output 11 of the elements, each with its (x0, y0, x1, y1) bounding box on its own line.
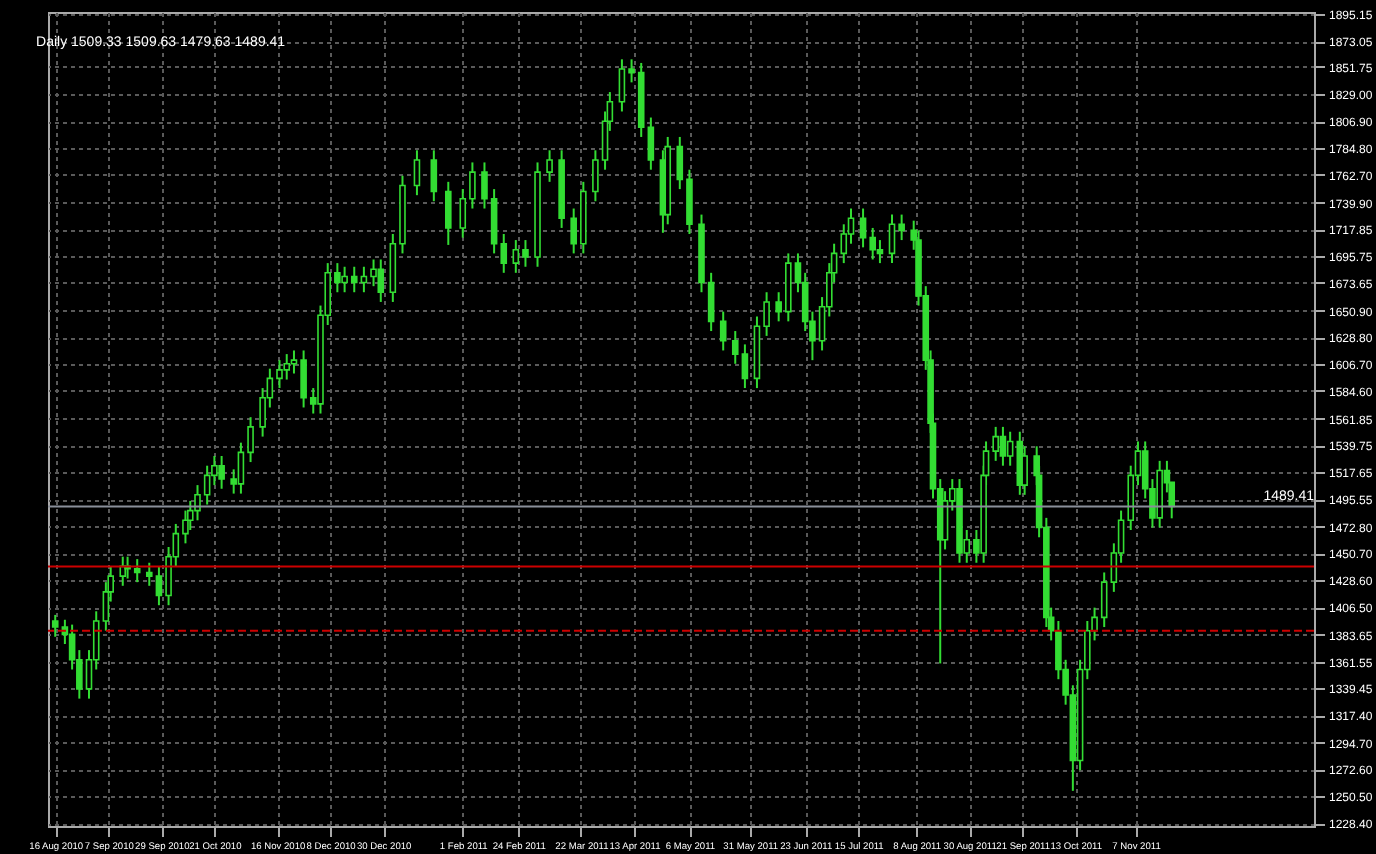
candlestick (546, 149, 553, 183)
candlestick (999, 425, 1007, 467)
candlestick (1006, 430, 1014, 467)
candlestick (218, 455, 225, 490)
candlestick (445, 180, 452, 246)
candlestick (1156, 459, 1163, 529)
candlestick (430, 149, 438, 203)
candlestick (719, 310, 727, 352)
candlestick (283, 353, 291, 381)
candlestick (377, 258, 385, 303)
candlestick (413, 149, 421, 197)
